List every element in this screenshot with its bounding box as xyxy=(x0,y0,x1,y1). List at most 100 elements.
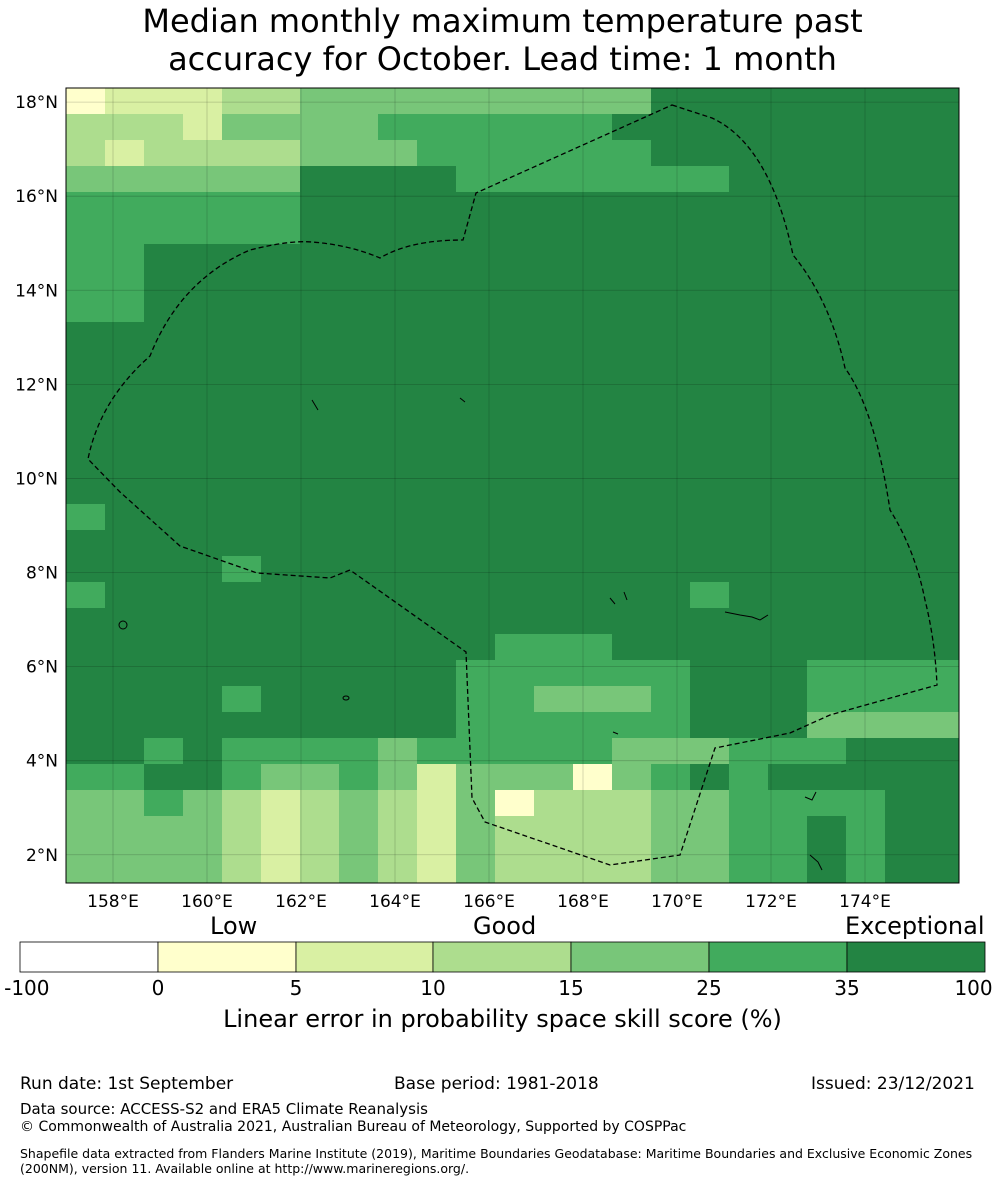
skill-cell xyxy=(378,842,418,869)
skill-cell xyxy=(105,530,145,557)
skill-cell xyxy=(534,400,574,427)
skill-cell xyxy=(300,556,340,583)
skill-cell xyxy=(66,582,106,609)
skill-cell xyxy=(729,738,769,765)
skill-cell xyxy=(807,296,847,323)
skill-cell xyxy=(924,270,960,297)
skill-cell xyxy=(924,556,960,583)
skill-cell xyxy=(300,218,340,245)
skill-cell xyxy=(66,140,106,167)
skill-cell xyxy=(651,426,691,453)
skill-cell xyxy=(729,816,769,843)
skill-cell xyxy=(417,192,457,219)
skill-grid xyxy=(66,88,960,884)
skill-cell xyxy=(768,816,808,843)
skill-cell xyxy=(924,634,960,661)
skill-cell xyxy=(339,764,379,791)
skill-cell xyxy=(690,322,730,349)
skill-cell xyxy=(768,608,808,635)
skill-cell xyxy=(261,738,301,765)
skill-cell xyxy=(339,244,379,271)
skill-cell xyxy=(768,140,808,167)
skill-cell xyxy=(846,348,886,375)
skill-cell xyxy=(612,790,652,817)
skill-cell xyxy=(105,816,145,843)
skill-cell xyxy=(144,452,184,479)
skill-cell xyxy=(690,452,730,479)
skill-cell xyxy=(261,608,301,635)
skill-cell xyxy=(885,426,925,453)
skill-cell xyxy=(612,556,652,583)
skill-cell xyxy=(66,842,106,869)
skill-cell xyxy=(651,322,691,349)
skill-cell xyxy=(456,582,496,609)
latitude-label: 14°N xyxy=(15,281,58,301)
skill-cell xyxy=(456,374,496,401)
skill-cell xyxy=(105,244,145,271)
skill-cell xyxy=(768,192,808,219)
skill-cell xyxy=(573,712,613,739)
skill-cell xyxy=(573,192,613,219)
skill-cell xyxy=(495,634,535,661)
skill-cell xyxy=(729,790,769,817)
skill-cell xyxy=(651,608,691,635)
skill-cell xyxy=(339,400,379,427)
skill-cell xyxy=(417,166,457,193)
skill-cell xyxy=(339,582,379,609)
skill-cell xyxy=(924,660,960,687)
skill-cell xyxy=(534,660,574,687)
skill-cell xyxy=(378,244,418,271)
skill-cell xyxy=(768,114,808,141)
longitude-label: 166°E xyxy=(463,892,515,912)
skill-cell xyxy=(300,400,340,427)
skill-cell xyxy=(105,114,145,141)
skill-cell xyxy=(495,504,535,531)
skill-cell xyxy=(807,556,847,583)
skill-cell xyxy=(729,296,769,323)
skill-cell xyxy=(222,88,262,115)
skill-cell xyxy=(924,218,960,245)
skill-cell xyxy=(144,608,184,635)
skill-cell xyxy=(105,426,145,453)
skill-cell xyxy=(261,192,301,219)
skill-cell xyxy=(300,478,340,505)
skill-cell xyxy=(612,660,652,687)
skill-cell xyxy=(807,322,847,349)
skill-cell xyxy=(222,842,262,869)
skill-cell xyxy=(339,192,379,219)
skill-cell xyxy=(183,192,223,219)
skill-cell xyxy=(768,504,808,531)
skill-cell xyxy=(417,244,457,271)
skill-cell xyxy=(222,296,262,323)
skill-cell xyxy=(573,738,613,765)
skill-cell xyxy=(417,504,457,531)
skill-cell xyxy=(612,88,652,115)
skill-cell xyxy=(885,712,925,739)
skill-cell xyxy=(144,348,184,375)
skill-cell xyxy=(846,400,886,427)
skill-cell xyxy=(729,530,769,557)
skill-cell xyxy=(885,192,925,219)
skill-cell xyxy=(573,634,613,661)
skill-cell xyxy=(105,582,145,609)
latitude-label: 12°N xyxy=(15,375,58,395)
skill-cell xyxy=(729,166,769,193)
skill-cell xyxy=(612,712,652,739)
skill-cell xyxy=(495,270,535,297)
skill-cell xyxy=(807,582,847,609)
skill-cell xyxy=(183,114,223,141)
islands xyxy=(118,397,823,871)
skill-cell xyxy=(456,114,496,141)
skill-cell xyxy=(495,140,535,167)
skill-cell xyxy=(768,790,808,817)
skill-cell xyxy=(690,790,730,817)
skill-cell xyxy=(690,218,730,245)
skill-cell xyxy=(222,452,262,479)
skill-cell xyxy=(768,660,808,687)
skill-cell xyxy=(261,868,301,884)
skill-cell xyxy=(417,374,457,401)
latitude-label: 18°N xyxy=(15,93,58,113)
skill-cell xyxy=(300,166,340,193)
skill-cell xyxy=(768,738,808,765)
skill-cell xyxy=(378,270,418,297)
